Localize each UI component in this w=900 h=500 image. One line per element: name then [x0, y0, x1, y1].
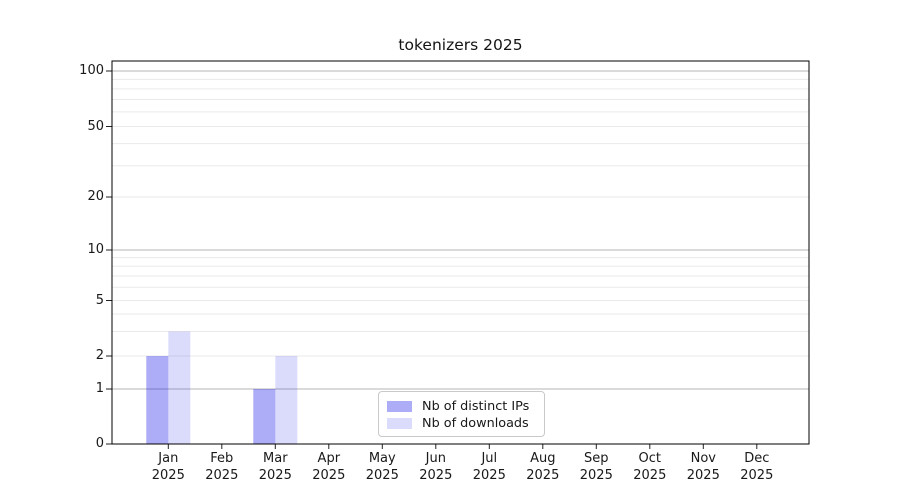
x-tick-month: Jul — [481, 451, 498, 466]
y-tick-label: 100 — [79, 63, 104, 78]
y-tick-label: 5 — [95, 292, 104, 308]
legend-item-downloads: Nb of downloads — [387, 415, 536, 432]
y-tick-label: 0 — [95, 436, 104, 451]
legend-item-distinct-ips: Nb of distinct IPs — [387, 398, 536, 415]
legend-label-downloads: Nb of downloads — [422, 416, 529, 431]
x-tick-label: Jan 2025 — [128, 450, 208, 484]
x-tick-label: Sep 2025 — [556, 450, 636, 484]
x-tick-year: 2025 — [365, 468, 399, 483]
x-tick-year: 2025 — [312, 468, 346, 483]
x-tick-label: Dec 2025 — [717, 450, 797, 484]
x-tick-month: May — [368, 451, 396, 466]
x-tick-year: 2025 — [258, 468, 292, 483]
x-tick-label: Jul 2025 — [449, 450, 529, 484]
x-tick-year: 2025 — [472, 468, 506, 483]
x-tick-year: 2025 — [151, 468, 185, 483]
x-tick-month: Nov — [690, 451, 716, 466]
bar — [253, 389, 276, 444]
x-tick-label: Feb 2025 — [182, 450, 262, 484]
x-tick-month: Dec — [744, 451, 770, 466]
x-tick-year: 2025 — [205, 468, 239, 483]
x-tick-label: Nov 2025 — [663, 450, 743, 484]
legend: Nb of distinct IPs Nb of downloads — [378, 391, 545, 437]
bar — [275, 356, 298, 444]
plot-border — [111, 60, 810, 445]
x-tick-month: Feb — [210, 451, 234, 466]
y-tick-label: 20 — [87, 189, 104, 204]
y-tick-label: 10 — [87, 242, 104, 257]
x-tick-year: 2025 — [579, 468, 613, 483]
y-tick-label: 2 — [95, 348, 104, 363]
x-tick-year: 2025 — [740, 468, 774, 483]
x-tick-month: Mar — [263, 451, 288, 466]
x-tick-month: Aug — [530, 451, 556, 466]
y-tick-label: 50 — [87, 118, 104, 134]
x-tick-label: Mar 2025 — [235, 450, 315, 484]
x-tick-month: Sep — [584, 451, 609, 466]
x-tick-year: 2025 — [419, 468, 453, 483]
legend-swatch-downloads — [387, 418, 412, 429]
x-tick-month: Jan — [158, 451, 179, 466]
y-tick-label: 1 — [95, 381, 104, 396]
legend-label-distinct-ips: Nb of distinct IPs — [422, 399, 530, 414]
bar — [168, 331, 191, 444]
x-tick-label: Jun 2025 — [396, 450, 476, 484]
x-tick-year: 2025 — [633, 468, 667, 483]
legend-swatch-distinct-ips — [387, 401, 412, 412]
bar — [146, 356, 169, 444]
x-tick-label: Aug 2025 — [503, 450, 583, 484]
x-tick-label: Oct 2025 — [610, 450, 690, 484]
x-tick-year: 2025 — [526, 468, 560, 483]
x-tick-month: Apr — [317, 451, 341, 466]
x-tick-month: Jun — [425, 451, 446, 466]
x-tick-year: 2025 — [686, 468, 720, 483]
chart-title: tokenizers 2025 — [398, 36, 523, 54]
x-tick-month: Oct — [638, 451, 662, 466]
x-tick-label: May 2025 — [342, 450, 422, 484]
x-tick-label: Apr 2025 — [289, 450, 369, 484]
